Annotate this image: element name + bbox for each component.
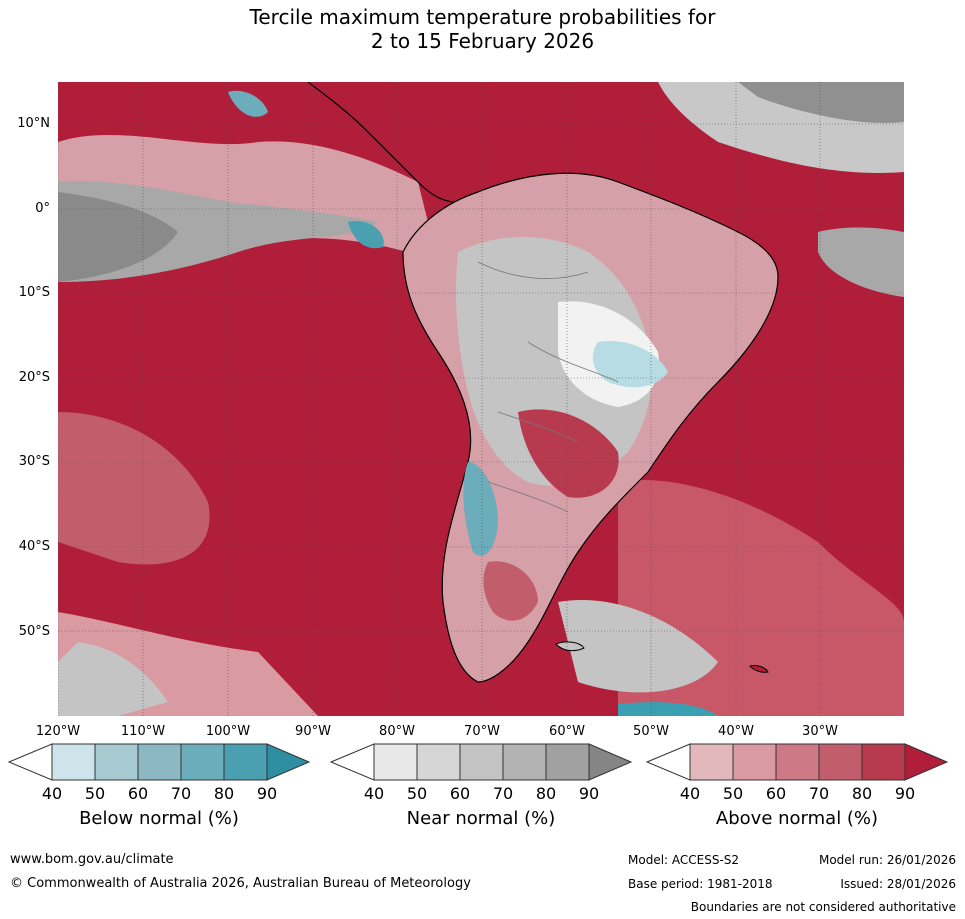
meta-model: Model: ACCESS-S2 [628,853,740,867]
colorbar-above-segment [775,743,820,781]
footer-url[interactable]: www.bom.gov.au/climate [10,852,174,867]
above-normal-region-southcone [518,409,619,498]
colorbar-below-segment [51,743,96,781]
lat-label-40s: 40°S [18,539,50,554]
lat-label-10s: 10°S [18,285,50,300]
colorbar-below-segment [223,743,268,781]
lat-label-10n: 10°N [17,116,50,131]
cbar-above-tick: 90 [894,784,916,803]
meta-disclaimer: Boundaries are not considered authoritat… [690,900,956,914]
near-normal-southpacific-patch [58,642,168,716]
cbar-below-tick: 70 [170,784,192,803]
below-normal-region-central-america [228,90,268,117]
colorbar-above-segment [904,743,948,781]
colorbar-below-segment [94,743,139,781]
colorbar-above-normal [646,743,948,781]
cbar-above-tick: 70 [808,784,830,803]
colorbar-below-segment [266,743,310,781]
colorbar-above-segment [818,743,863,781]
cbar-near-tick: 50 [406,784,428,803]
central-america-coastline [307,82,454,203]
chart-title: Tercile maximum temperature probabilitie… [0,5,965,53]
near-normal-region-atlantic-dark [738,82,904,123]
lon-label-80w: 80°W [379,724,415,739]
colorbar-below-segment [137,743,182,781]
cbar-above-tick: 40 [679,784,701,803]
below-normal-region-central [592,341,668,388]
colorbar-below-normal [8,743,310,781]
lon-label-70w: 70°W [464,724,500,739]
colorbar-below-segment [180,743,225,781]
near-normal-region-pacific-dark [58,192,178,282]
above-normal-mid-southpacific [58,412,210,565]
meta-issued: Issued: 28/01/2026 [840,877,956,891]
cbar-below-tick: 80 [213,784,235,803]
below-normal-southatlantic-edge [618,702,718,716]
colorbar-near-segment [459,743,504,781]
lon-label-40w: 40°W [718,724,754,739]
colorbar-near-segment [588,743,632,781]
above-normal-region-patagonia [483,561,538,621]
lon-label-30w: 30°W [802,724,838,739]
near-normal-region-continent [456,237,652,486]
meta-model-run: Model run: 26/01/2026 [818,853,956,867]
colorbar-above-segment [732,743,777,781]
falkland-islands [555,641,585,652]
cbar-below-tick: 90 [256,784,278,803]
colorbar-near-segment [416,743,461,781]
colorbar-above-segment [861,743,906,781]
cbar-above-tick: 50 [722,784,744,803]
lat-label-30s: 30°S [18,454,50,469]
lon-label-60w: 60°W [549,724,585,739]
colorbar-near-segment [502,743,547,781]
colorbar-below-title: Below normal (%) [79,808,239,829]
south-georgia-island [749,665,769,673]
colorbar-near-segment [545,743,590,781]
lon-label-50w: 50°W [633,724,669,739]
cbar-near-tick: 90 [578,784,600,803]
cbar-near-tick: 40 [363,784,385,803]
title-line-2: 2 to 15 February 2026 [370,29,595,53]
title-line-1: Tercile maximum temperature probabilitie… [249,5,716,29]
lon-label-90w: 90°W [295,724,331,739]
cbar-above-tick: 60 [765,784,787,803]
cbar-below-tick: 40 [41,784,63,803]
lon-label-110w: 110°W [120,724,166,739]
cbar-below-tick: 50 [84,784,106,803]
colorbar-above-segment [689,743,734,781]
below-normal-region-ecuador [348,221,384,249]
cbar-near-tick: 60 [449,784,471,803]
cbar-above-tick: 80 [851,784,873,803]
footer-copyright: © Commonwealth of Australia 2026, Austra… [10,876,471,891]
colorbar-near-title: Near normal (%) [406,808,556,829]
colorbar-near-normal [330,743,632,781]
cbar-near-tick: 80 [535,784,557,803]
lat-label-0: 0° [35,201,50,216]
cbar-below-tick: 60 [127,784,149,803]
lat-label-20s: 20°S [18,370,50,385]
lat-label-50s: 50°S [18,624,50,639]
probability-map [58,82,904,716]
below-normal-region-andes [463,462,498,556]
meta-base-period: Base period: 1981-2018 [628,877,773,891]
graticule [58,82,904,716]
colorbar-near-segment [373,743,418,781]
country-borders [477,261,619,513]
near-normal-southatlantic-patch [558,600,718,693]
lon-label-120w: 120°W [35,724,81,739]
colorbar-above-title: Above normal (%) [715,808,879,829]
lon-label-100w: 100°W [205,724,251,739]
cbar-near-tick: 70 [492,784,514,803]
near-normal-region-atlantic-east [818,227,904,297]
